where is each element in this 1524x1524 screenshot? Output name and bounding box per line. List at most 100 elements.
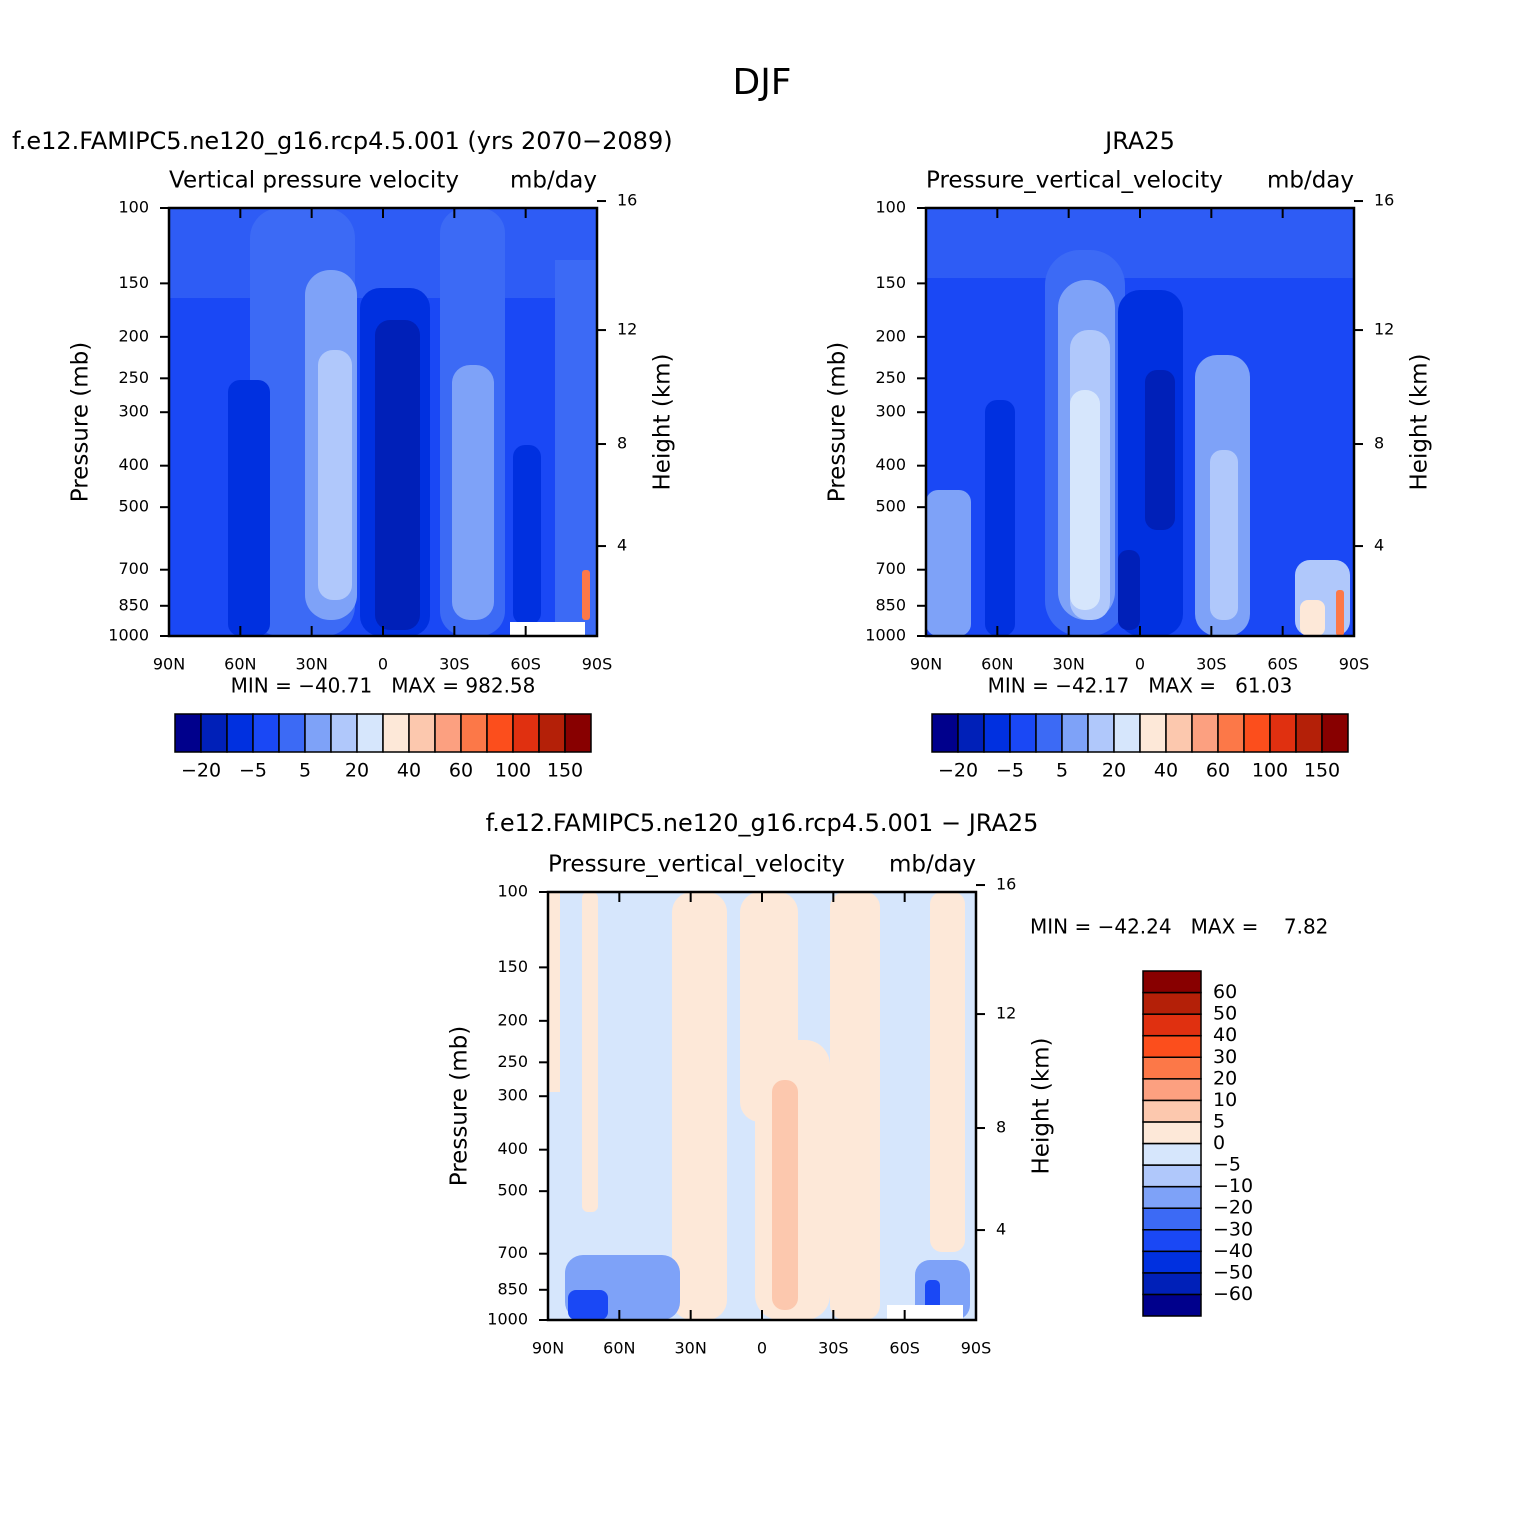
colorbar-box xyxy=(1142,1142,1202,1166)
colorbar-box xyxy=(1142,1250,1202,1274)
stats: MIN = −40.71 MAX = 982.58 xyxy=(231,674,536,698)
colorbar-label: −20 xyxy=(938,760,978,782)
y-tick-label: 200 xyxy=(118,326,149,345)
colorbar-box xyxy=(1142,1164,1202,1188)
y-axis-label: Pressure (mb) xyxy=(68,342,94,502)
plot-title: Vertical pressure velocity xyxy=(169,168,459,194)
colorbar-label: −30 xyxy=(1213,1218,1253,1240)
colorbar-box xyxy=(1269,713,1297,753)
colorbar-box xyxy=(1321,713,1349,753)
y-tick-label: 100 xyxy=(875,198,906,217)
y-tick-label: 500 xyxy=(497,1181,528,1200)
colorbar-label: 100 xyxy=(1252,760,1288,782)
y2-tick-label: 12 xyxy=(1374,320,1394,339)
y2-tick-label: 12 xyxy=(617,320,637,339)
colorbar-box xyxy=(460,713,488,753)
x-tick-label: 30S xyxy=(439,655,470,674)
figure-title: DJF xyxy=(732,62,791,103)
x-tick-label: 60S xyxy=(1267,655,1298,674)
x-tick-label: 90S xyxy=(961,1339,992,1358)
colorbar-label: 60 xyxy=(1213,981,1237,1003)
x-tick-label: 60S xyxy=(889,1339,920,1358)
colorbar-box xyxy=(931,713,959,753)
x-tick-label: 60N xyxy=(981,655,1013,674)
colorbar-box xyxy=(486,713,514,753)
y2-tick-label: 16 xyxy=(1374,191,1394,210)
colorbar-box xyxy=(330,713,358,753)
y2-tick-label: 16 xyxy=(617,191,637,210)
colorbar-label: −60 xyxy=(1213,1283,1253,1305)
colorbar-label: −40 xyxy=(1213,1240,1253,1262)
colorbar-label: −10 xyxy=(1213,1175,1253,1197)
colorbar-box xyxy=(1142,1034,1202,1058)
y-tick-label: 850 xyxy=(497,1279,528,1298)
colorbar-box xyxy=(1142,970,1202,994)
colorbar-label: 40 xyxy=(397,760,421,782)
colorbar-box xyxy=(174,713,202,753)
y-tick-label: 200 xyxy=(497,1010,528,1029)
y-tick-label: 400 xyxy=(118,455,149,474)
y-tick-label: 300 xyxy=(118,402,149,421)
colorbar-box xyxy=(1142,1056,1202,1080)
y-tick-label: 150 xyxy=(118,273,149,292)
panel-subtitle: f.e12.FAMIPC5.ne120_g16.rcp4.5.001 (yrs … xyxy=(12,127,673,155)
colorbar-box xyxy=(1217,713,1245,753)
y-tick-label: 850 xyxy=(118,595,149,614)
colorbar-box xyxy=(1139,713,1167,753)
x-tick-label: 90N xyxy=(910,655,942,674)
colorbar-box xyxy=(434,713,462,753)
plot-title: Pressure_vertical_velocity xyxy=(548,852,845,878)
y-tick-label: 1000 xyxy=(487,1310,528,1329)
x-tick-label: 60S xyxy=(510,655,541,674)
colorbar-box xyxy=(1142,1121,1202,1145)
colorbar-box xyxy=(226,713,254,753)
colorbar-label: −5 xyxy=(996,760,1024,782)
y-axis-label: Pressure (mb) xyxy=(447,1026,473,1186)
y2-tick-label: 4 xyxy=(1374,536,1384,555)
colorbar-box xyxy=(356,713,384,753)
plot-frame xyxy=(167,206,599,638)
plot-units: mb/day xyxy=(889,852,976,878)
colorbar-box xyxy=(200,713,228,753)
colorbar-label: 30 xyxy=(1213,1046,1237,1068)
y-tick-label: 200 xyxy=(875,326,906,345)
colorbar-box xyxy=(304,713,332,753)
colorbar-box xyxy=(1087,713,1115,753)
colorbar-label: 40 xyxy=(1154,760,1178,782)
colorbar-label: 10 xyxy=(1213,1089,1237,1111)
colorbar-label: −20 xyxy=(1213,1197,1253,1219)
y2-tick-label: 4 xyxy=(617,536,627,555)
y-tick-label: 700 xyxy=(118,559,149,578)
x-tick-label: 30N xyxy=(296,655,328,674)
y-tick-label: 250 xyxy=(875,368,906,387)
panel-subtitle: f.e12.FAMIPC5.ne120_g16.rcp4.5.001 − JRA… xyxy=(486,809,1039,837)
plot-units: mb/day xyxy=(510,168,597,194)
y-tick-label: 1000 xyxy=(865,626,906,645)
y-tick-label: 250 xyxy=(118,368,149,387)
colorbar-label: 150 xyxy=(547,760,583,782)
x-tick-label: 30N xyxy=(675,1339,707,1358)
y-tick-label: 700 xyxy=(497,1243,528,1262)
colorbar-box xyxy=(1142,1099,1202,1123)
plot-title: Pressure_vertical_velocity xyxy=(926,168,1223,194)
y2-axis-label: Height (km) xyxy=(1407,353,1433,490)
contour-field xyxy=(169,208,1354,1320)
y-tick-label: 150 xyxy=(497,957,528,976)
colorbar-label: 60 xyxy=(449,760,473,782)
y-tick-label: 400 xyxy=(497,1139,528,1158)
x-tick-label: 90N xyxy=(153,655,185,674)
colorbar-box xyxy=(278,713,306,753)
colorbar-label: 100 xyxy=(495,760,531,782)
colorbar-box xyxy=(408,713,436,753)
colorbar-box xyxy=(1142,1207,1202,1231)
x-tick-label: 90N xyxy=(532,1339,564,1358)
stats: MIN = −42.24 MAX = 7.82 xyxy=(1030,915,1328,939)
y-tick-label: 500 xyxy=(118,497,149,516)
colorbar-box xyxy=(1035,713,1063,753)
panel-subtitle: JRA25 xyxy=(1103,127,1175,155)
colorbar-box xyxy=(1113,713,1141,753)
y-tick-label: 100 xyxy=(118,198,149,217)
x-tick-label: 90S xyxy=(582,655,613,674)
y-tick-label: 100 xyxy=(497,882,528,901)
y2-tick-label: 4 xyxy=(996,1220,1006,1239)
